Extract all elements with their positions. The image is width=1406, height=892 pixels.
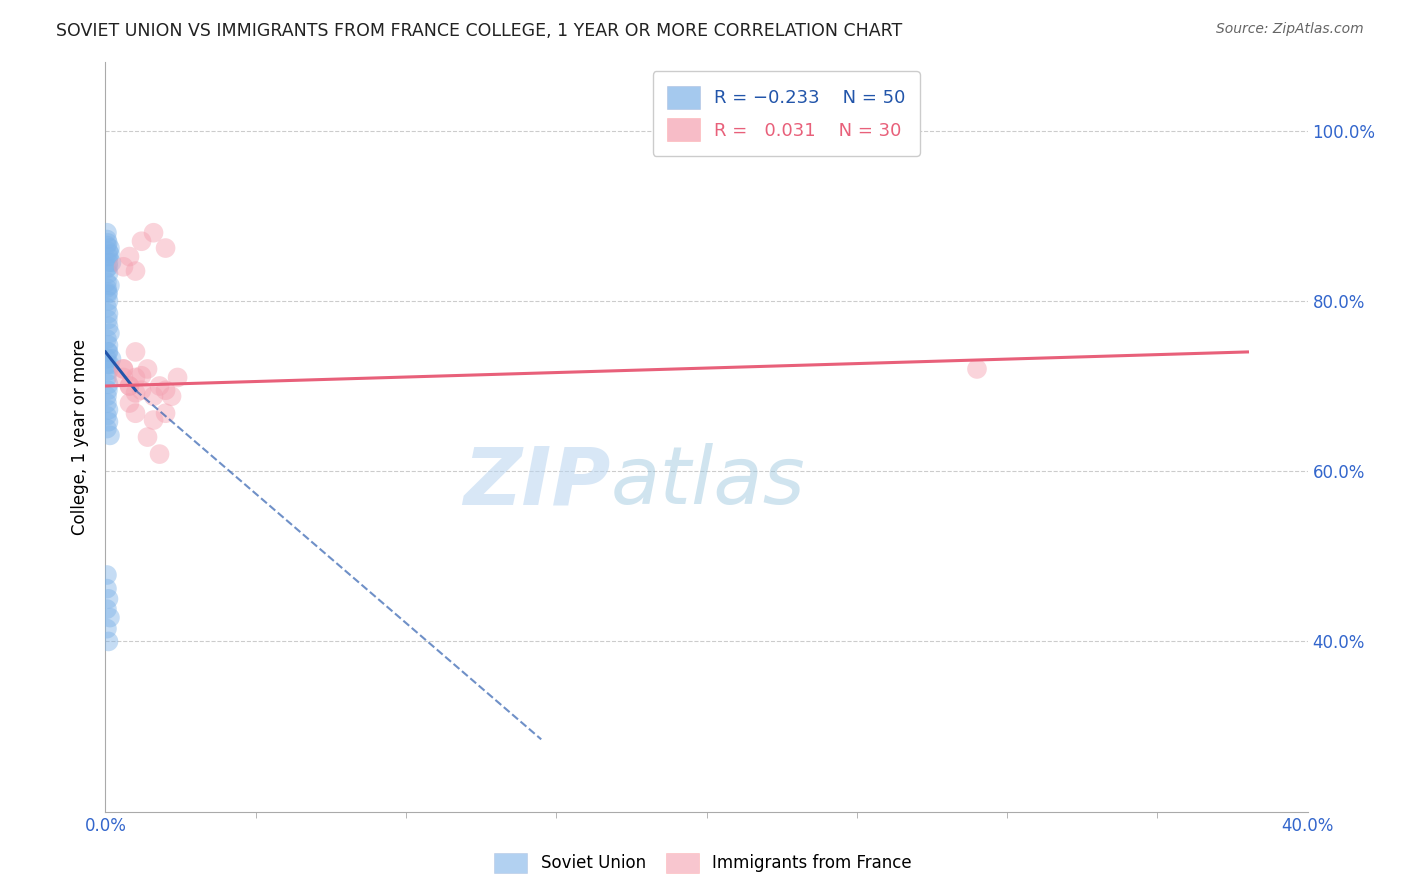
Point (97, 250, 120, 264)
Point (124, 345, 146, 359)
Point (136, 430, 159, 444)
Text: SOVIET UNION VS IMMIGRANTS FROM FRANCE COLLEGE, 1 YEAR OR MORE CORRELATION CHART: SOVIET UNION VS IMMIGRANTS FROM FRANCE C… (56, 22, 903, 40)
Point (96, 602, 118, 616)
Point (166, 370, 188, 384)
Point (96, 301, 118, 315)
Point (96, 261, 118, 276)
Point (97, 591, 120, 606)
Point (97, 260, 120, 274)
Point (100, 255, 122, 269)
Point (118, 396, 141, 410)
Point (96, 622, 118, 636)
Point (97, 377, 120, 392)
Point (112, 362, 135, 376)
Point (98, 278, 121, 293)
Point (97, 402, 120, 417)
Point (97, 319, 120, 334)
Point (97, 338, 120, 352)
Point (97, 267, 120, 281)
Point (96, 332, 118, 346)
Point (118, 379, 141, 393)
Point (96, 281, 118, 295)
Point (124, 385, 146, 400)
Point (97, 345, 120, 359)
Point (97, 307, 120, 321)
Point (112, 260, 135, 274)
Legend: Soviet Union, Immigrants from France: Soviet Union, Immigrants from France (488, 847, 918, 880)
Point (155, 406, 177, 420)
Point (97, 293, 120, 308)
Point (98, 358, 121, 372)
Point (98, 326, 121, 341)
Point (131, 234, 153, 248)
Point (98, 610, 121, 624)
Point (97, 255, 120, 269)
Point (124, 406, 146, 420)
Point (966, 362, 988, 376)
Point (142, 226, 165, 240)
Point (96, 233, 118, 247)
Point (755, 123, 778, 137)
Point (118, 379, 141, 393)
Point (155, 384, 177, 398)
Point (96, 421, 118, 435)
Point (97, 415, 120, 429)
Point (97, 285, 120, 300)
Point (124, 264, 146, 278)
Point (160, 389, 183, 403)
Point (96, 238, 118, 252)
Point (96, 275, 118, 289)
Point (98, 247, 121, 261)
Point (112, 362, 135, 376)
Point (96, 358, 118, 372)
Point (142, 389, 165, 403)
Point (96, 409, 118, 423)
Point (148, 379, 170, 393)
Point (96, 389, 118, 403)
Legend: R = −0.233    N = 50, R =   0.031    N = 30: R = −0.233 N = 50, R = 0.031 N = 30 (652, 71, 920, 156)
Point (96, 396, 118, 410)
Point (96, 351, 118, 366)
Point (97, 235, 120, 250)
Point (97, 634, 120, 648)
Point (97, 287, 120, 301)
Point (97, 364, 120, 378)
Point (112, 370, 135, 384)
Point (148, 447, 170, 461)
Y-axis label: College, 1 year or more: College, 1 year or more (72, 339, 90, 535)
Point (98, 428, 121, 442)
Point (96, 226, 118, 240)
Text: ZIP: ZIP (463, 443, 610, 521)
Point (97, 345, 120, 359)
Point (97, 384, 120, 398)
Point (96, 370, 118, 384)
Point (98, 241, 121, 255)
Point (96, 582, 118, 596)
Point (97, 312, 120, 326)
Point (131, 384, 153, 398)
Point (136, 362, 159, 376)
Point (118, 250, 141, 264)
Point (142, 413, 165, 427)
Point (124, 370, 146, 384)
Point (97, 244, 120, 259)
Point (131, 368, 153, 383)
Point (100, 351, 122, 366)
Point (96, 568, 118, 582)
Text: Source: ZipAtlas.com: Source: ZipAtlas.com (1216, 22, 1364, 37)
Text: atlas: atlas (610, 443, 806, 521)
Point (155, 241, 177, 255)
